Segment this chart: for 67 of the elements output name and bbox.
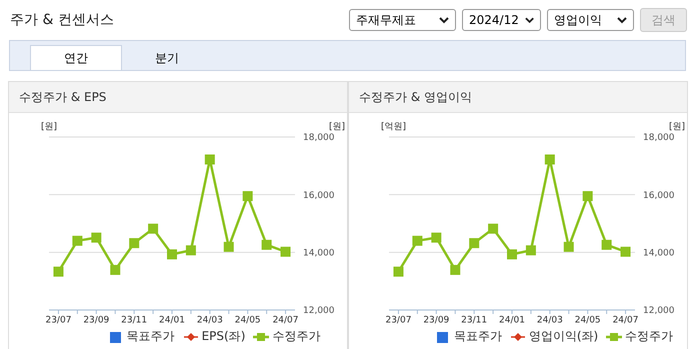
- x-tick-label: 23/07: [45, 315, 72, 326]
- x-tick-label: 23/11: [121, 315, 148, 326]
- point: [224, 242, 234, 252]
- chart-title: 수정주가 & 영업이익: [349, 82, 687, 113]
- text: 검색: [640, 8, 687, 32]
- point: [620, 246, 631, 257]
- point: [507, 249, 517, 260]
- text: 영업이익: [554, 12, 602, 28]
- point: [129, 238, 140, 248]
- x-tick-label: 23/07: [385, 315, 412, 326]
- x-tick-label: 24/07: [612, 315, 639, 326]
- point: [110, 264, 120, 275]
- point: [564, 242, 574, 252]
- y2-tick-label: 14,000: [643, 248, 675, 259]
- point: [526, 245, 536, 256]
- point: [412, 236, 422, 246]
- text: 분기: [154, 50, 180, 66]
- text: 연간: [30, 45, 122, 70]
- y2-tick-label: 16,000: [643, 190, 675, 201]
- legend-label: 수정주가: [624, 328, 674, 345]
- legend-label: 영업이익(좌): [528, 328, 598, 345]
- point: [167, 249, 177, 260]
- point: [242, 191, 253, 202]
- x-tick-label: 24/07: [272, 315, 299, 326]
- point: [72, 236, 82, 246]
- text: 주가 & 컨센서스: [10, 11, 114, 29]
- y-axis-title: [억원]: [381, 121, 406, 133]
- y2-tick-label: 12,000: [643, 306, 675, 316]
- point: [544, 154, 555, 164]
- y2-axis-title: [원]: [669, 121, 686, 133]
- y2-tick-label: 12,000: [303, 306, 335, 316]
- point: [262, 240, 272, 250]
- x-tick-label: 24/01: [159, 315, 185, 326]
- point: [280, 246, 291, 257]
- y2-tick-label: 16,000: [303, 190, 335, 201]
- point: [450, 264, 460, 275]
- x-tick-label: 24/03: [536, 315, 563, 326]
- x-tick-label: 24/01: [499, 315, 525, 326]
- legend-label: 목표주가: [126, 328, 175, 345]
- point: [602, 240, 612, 250]
- text: 2024/12: [469, 13, 519, 27]
- chart-title: 수정주가 & EPS: [9, 82, 347, 113]
- point: [431, 232, 442, 243]
- point: [53, 266, 64, 277]
- legend-label: 목표주가: [452, 328, 502, 345]
- text: 주재무제표: [356, 12, 416, 28]
- x-tick-label: 23/09: [83, 315, 110, 326]
- x-tick-label: 24/05: [234, 315, 261, 326]
- y-axis-title: [원]: [41, 121, 58, 133]
- x-tick-label: 24/05: [574, 315, 601, 326]
- y2-tick-label: 18,000: [643, 133, 675, 144]
- point: [148, 224, 158, 234]
- point: [469, 238, 480, 248]
- x-tick-label: 24/03: [196, 315, 223, 326]
- x-tick-label: 23/09: [423, 315, 450, 326]
- point: [582, 191, 593, 202]
- y2-axis-title: [원]: [329, 121, 346, 133]
- point: [91, 232, 102, 243]
- legend-label: EPS(좌): [200, 328, 246, 345]
- point: [488, 224, 498, 234]
- point: [186, 245, 196, 256]
- x-tick-label: 23/11: [461, 315, 488, 326]
- point: [204, 154, 215, 164]
- y2-tick-label: 14,000: [303, 248, 335, 259]
- y2-tick-label: 18,000: [303, 133, 335, 144]
- point: [393, 266, 404, 277]
- legend-label: 수정주가: [271, 328, 320, 345]
